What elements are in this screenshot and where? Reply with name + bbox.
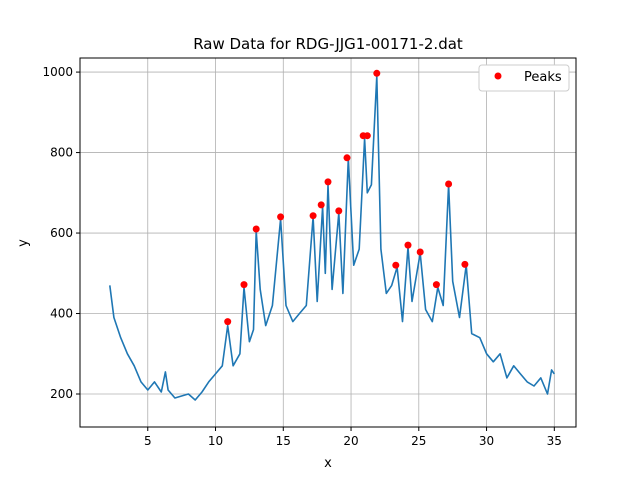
- legend-marker-peaks: [494, 72, 502, 80]
- peak-point: [461, 260, 469, 268]
- chart-title: Raw Data for RDG-JJG1-00171-2.dat: [193, 35, 463, 53]
- legend: Peaks: [478, 64, 570, 92]
- legend-box: [478, 64, 570, 92]
- peak-point: [445, 180, 453, 188]
- series-line-raw-data: [109, 75, 555, 401]
- peak-point: [363, 132, 371, 140]
- peak-point: [343, 154, 351, 162]
- x-axis-label: x: [324, 456, 332, 471]
- y-tick-label: 800: [50, 146, 73, 160]
- peak-point: [404, 241, 412, 249]
- y-tick-label: 600: [50, 226, 73, 240]
- y-tick-label: 200: [50, 387, 73, 401]
- peak-point: [335, 207, 343, 215]
- x-tick-label: 35: [547, 434, 562, 448]
- peak-point: [416, 248, 424, 256]
- x-tick-label: 15: [276, 434, 291, 448]
- peak-point: [309, 212, 317, 220]
- plot-data: [109, 69, 555, 401]
- peak-point: [432, 281, 440, 289]
- peak-point: [317, 201, 325, 209]
- x-tick-label: 30: [479, 434, 494, 448]
- y-tick-label: 1000: [42, 65, 73, 79]
- plot-frame: [79, 57, 577, 428]
- y-tick-label: 400: [50, 307, 73, 321]
- y-axis-label: y: [16, 239, 31, 247]
- peak-point: [373, 69, 381, 77]
- peak-point: [277, 213, 285, 221]
- peak-point: [252, 225, 260, 233]
- peak-point: [324, 178, 332, 186]
- x-tick-label: 10: [208, 434, 223, 448]
- peak-point: [224, 318, 232, 326]
- grid: [80, 58, 576, 427]
- x-tick-label: 5: [144, 434, 152, 448]
- x-tick-label: 25: [411, 434, 426, 448]
- legend-label-peaks: Peaks: [524, 70, 562, 85]
- x-tick-label: 20: [343, 434, 358, 448]
- axis-ticks: 5 10 15 20 25 30 35 200 400 600 800 1000: [42, 65, 562, 448]
- peak-point: [392, 261, 400, 269]
- peak-point: [240, 281, 248, 289]
